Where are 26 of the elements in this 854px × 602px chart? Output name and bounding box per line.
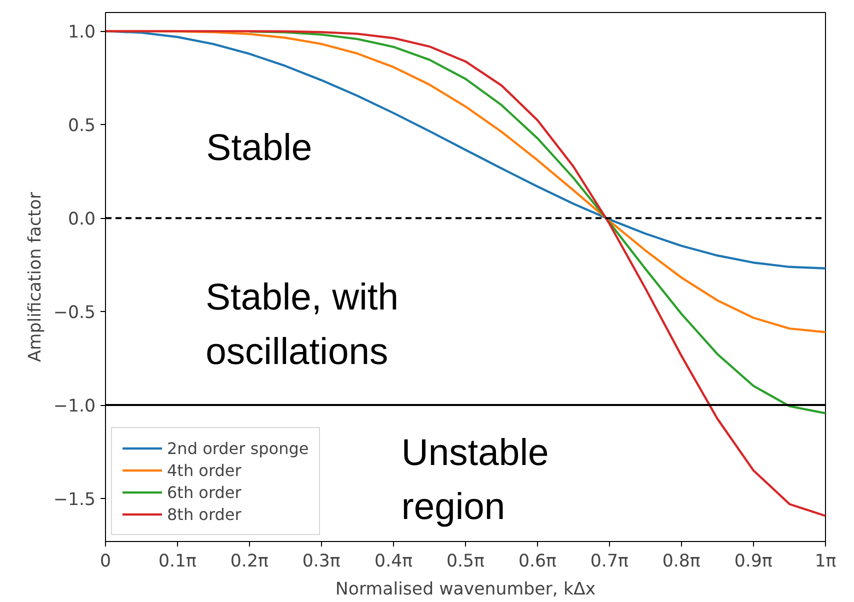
x-tick-label: 0.4π (374, 552, 413, 572)
x-tick-label: 0.8π (662, 552, 700, 572)
x-tick-label: 0.3π (302, 552, 340, 572)
y-tick-label: −1.5 (53, 490, 96, 510)
legend-label: 6th order (167, 482, 242, 502)
x-tick-label: 0.1π (158, 552, 196, 572)
x-tick-label: 0.6π (518, 552, 556, 572)
y-axis-title: Amplification factor (25, 191, 46, 362)
y-tick-label: −1.0 (53, 396, 96, 417)
x-tick-label: 0 (100, 552, 112, 572)
legend-label: 4th order (167, 460, 242, 480)
y-tick-label: 0.5 (68, 116, 96, 136)
y-tick-label: −0.5 (53, 303, 96, 324)
annotation: Stable (206, 126, 312, 168)
x-tick-label: 0.9π (734, 552, 772, 572)
annotation: Stable, with oscillations (206, 276, 399, 372)
y-tick-label: 1.0 (68, 22, 96, 43)
x-tick-label: 0.5π (446, 552, 485, 572)
legend-label: 8th order (167, 504, 242, 524)
annotation: Unstable region (401, 430, 549, 527)
legend-label: 2nd order sponge (167, 438, 309, 458)
x-tick-label: 0.7π (590, 552, 628, 572)
x-tick-label: 0.2π (230, 552, 268, 572)
x-axis-title: Normalised wavenumber, kΔx (335, 580, 596, 600)
y-tick-label: 0.0 (68, 210, 96, 230)
x-tick-label: 1π (814, 552, 836, 572)
